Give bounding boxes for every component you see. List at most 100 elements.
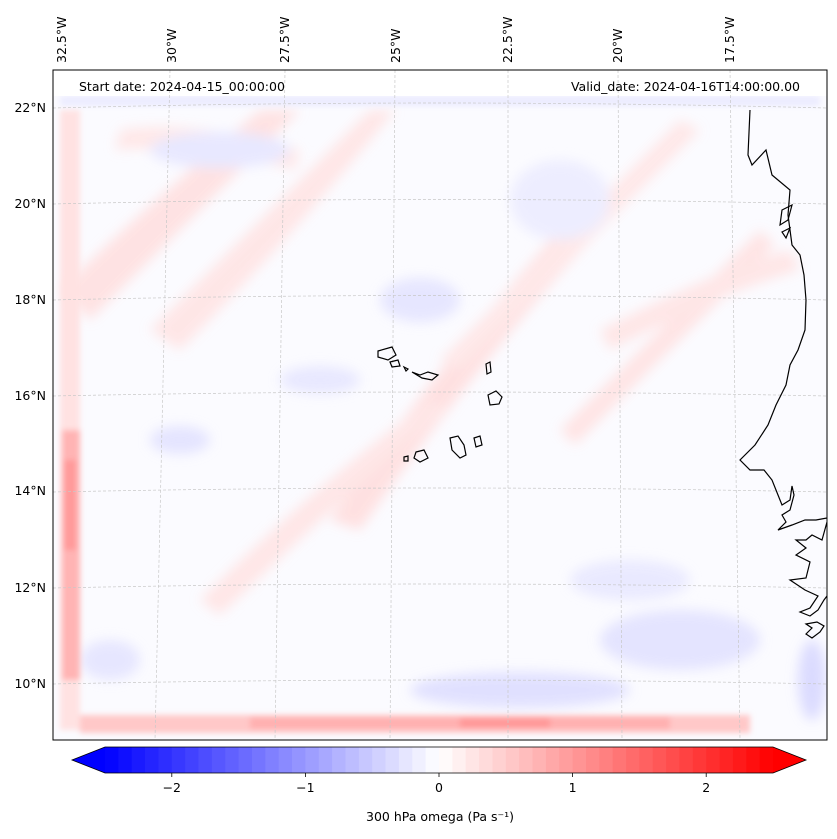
colorbar-cell [492, 747, 507, 773]
lat-label: 16°N [14, 388, 46, 403]
island-fogo [413, 449, 429, 463]
lon-label: 22.5°W [500, 17, 515, 63]
colorbar-cell [358, 747, 373, 773]
longitude-labels: 32.5°W 30°W 27.5°W 25°W 22.5°W 20°W 17.5… [54, 17, 737, 63]
lat-label: 10°N [14, 676, 46, 691]
colorbar-cell [185, 747, 199, 773]
colorbar-cell [559, 747, 573, 773]
gridline-lon-17.5W [729, 70, 741, 740]
gridline-lat-20N [53, 199, 827, 205]
colorbar-tick-label: −2 [163, 780, 181, 795]
map-frame [52, 69, 828, 741]
omega-positive-band [150, 110, 395, 350]
colorbar-cell [759, 747, 774, 773]
gridline-lon-30W [154, 70, 171, 740]
colorbar-tick-label: 2 [702, 780, 710, 795]
omega-field [53, 70, 827, 733]
colorbar-cell [639, 747, 654, 773]
omega-negative-patch [410, 672, 630, 708]
island-santo-antao [377, 346, 397, 361]
colorbar-cell [145, 747, 159, 773]
gridline-lat-16N [53, 391, 827, 397]
gridline-lon-20W [617, 70, 623, 740]
colorbar-extend-low [72, 747, 105, 773]
omega-positive-band [440, 120, 700, 370]
lat-label: 20°N [14, 196, 46, 211]
island-maio [473, 435, 483, 448]
colorbar-cell [225, 747, 239, 773]
colorbar-cell [666, 747, 680, 773]
colorbar-cell [372, 747, 386, 773]
omega-positive-band [600, 250, 800, 350]
colorbar-cell [332, 747, 346, 773]
colorbar-cell [692, 747, 707, 773]
latitude-labels: 22°N 20°N 18°N 16°N 14°N 12°N 10°N [14, 100, 46, 691]
africa-coastline-detail [779, 203, 825, 639]
colorbar-cell [318, 747, 333, 773]
colorbar-cell [251, 747, 266, 773]
lat-label: 12°N [14, 580, 46, 595]
lat-label: 14°N [14, 483, 46, 498]
map-panel: Start date: 2024-04-15_00:00:00 Valid_da… [52, 69, 828, 741]
omega-negative-patch [280, 366, 360, 394]
lon-label: 30°W [164, 28, 179, 63]
island-brava [403, 455, 409, 462]
omega-negative-patch [150, 132, 290, 168]
omega-negative-patch [600, 610, 760, 670]
colorbar-tick-label: 0 [435, 780, 443, 795]
colorbar-cell [425, 747, 440, 773]
gridline-lat-14N [53, 487, 827, 493]
colorbar-cell [532, 747, 547, 773]
colorbar-cell [465, 747, 480, 773]
colorbar-cell [105, 747, 119, 773]
colorbar-tick-label: −1 [296, 780, 314, 795]
lon-label: 17.5°W [722, 17, 737, 63]
colorbar-cell [706, 747, 720, 773]
lon-label: 25°W [388, 28, 403, 63]
gridline-lat-18N [53, 295, 827, 301]
colorbar-cell [719, 747, 734, 773]
colorbar-cell [612, 747, 627, 773]
island-sao-nicolau [411, 371, 440, 381]
omega-negative-patch [380, 278, 460, 322]
colorbar-cell [131, 747, 146, 773]
omega-negative-edge-north [60, 96, 820, 106]
gridline-lon-27.5W [274, 70, 286, 740]
island-sal [485, 361, 492, 375]
colorbar-tick-label: 1 [569, 780, 577, 795]
colorbar-cell [626, 747, 640, 773]
colorbar-cell [572, 747, 587, 773]
colorbar-cell [265, 747, 280, 773]
colorbar-cell [158, 747, 173, 773]
colorbar-cell [238, 747, 253, 773]
lon-label: 27.5°W [277, 17, 292, 63]
colorbar-cell [732, 747, 747, 773]
colorbar-cell [198, 747, 213, 773]
colorbar-cells [105, 747, 774, 773]
gridline-lat-10N [53, 679, 827, 685]
header-band [53, 70, 827, 96]
colorbar-cell [171, 747, 186, 773]
omega-negative-patch [570, 560, 690, 600]
lon-label: 32.5°W [54, 17, 69, 63]
colorbar-label: 300 hPa omega (Pa s⁻¹) [366, 809, 514, 824]
valid-date-label: Valid_date: 2024-04-16T14:00:00.00 [571, 79, 800, 94]
island-sao-vicente [389, 359, 401, 368]
colorbar-ticks: −2 −1 0 1 2 [163, 773, 710, 795]
colorbar-cell [118, 747, 133, 773]
colorbar-outline [70, 746, 808, 774]
colorbar-cell [385, 747, 400, 773]
colorbar-cell [599, 747, 614, 773]
gridline-lon-25W [389, 70, 396, 740]
lon-label: 20°W [610, 28, 625, 63]
omega-negative-patch [80, 640, 140, 680]
omega-negative-patch [798, 640, 826, 720]
colorbar-cell [345, 747, 360, 773]
colorbar-cell [439, 747, 453, 773]
colorbar-cell [292, 747, 306, 773]
colorbar-cell [398, 747, 413, 773]
colorbar-cell [305, 747, 320, 773]
lat-label: 18°N [14, 292, 46, 307]
colorbar-cell [479, 747, 493, 773]
colorbar-cell [519, 747, 533, 773]
